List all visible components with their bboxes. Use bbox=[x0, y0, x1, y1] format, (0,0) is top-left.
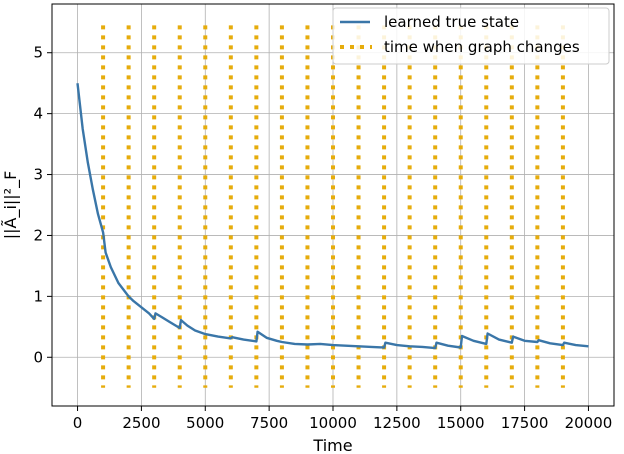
x-tick-label: 2500 bbox=[122, 414, 160, 432]
x-tick-label: 12500 bbox=[373, 414, 421, 432]
y-tick-label: 5 bbox=[33, 44, 43, 62]
legend-box bbox=[332, 7, 610, 65]
x-axis: 0 2500 5000 7500 10000 12500 15000 17500 20000 bbox=[73, 406, 613, 432]
series-line-learned-true-state bbox=[76, 83, 589, 350]
x-tick-label: 5000 bbox=[186, 414, 224, 432]
y-axis: 0 1 2 3 4 5 bbox=[33, 44, 52, 366]
legend-label-learned-true-state: learned true state bbox=[384, 13, 519, 31]
legend-label-graph-changes: time when graph changes bbox=[384, 38, 580, 56]
x-tick-label: 0 bbox=[73, 414, 83, 432]
x-tick-label: 20000 bbox=[565, 414, 613, 432]
x-axis-label: Time bbox=[312, 436, 352, 454]
x-tick-label: 7500 bbox=[250, 414, 288, 432]
series-layer bbox=[76, 83, 589, 350]
x-tick-label: 15000 bbox=[437, 414, 485, 432]
y-tick-label: 1 bbox=[33, 287, 43, 305]
y-tick-label: 0 bbox=[33, 348, 43, 366]
y-tick-label: 4 bbox=[33, 105, 43, 123]
grid bbox=[52, 4, 614, 406]
x-tick-label: 10000 bbox=[309, 414, 357, 432]
y-tick-label: 3 bbox=[33, 166, 43, 184]
y-tick-label: 2 bbox=[33, 226, 43, 244]
x-tick-label: 17500 bbox=[501, 414, 549, 432]
y-axis-label: ||Ã_i||²_F bbox=[1, 171, 21, 240]
legend: learned true state time when graph chang… bbox=[332, 7, 610, 65]
graph-change-markers bbox=[101, 25, 565, 388]
